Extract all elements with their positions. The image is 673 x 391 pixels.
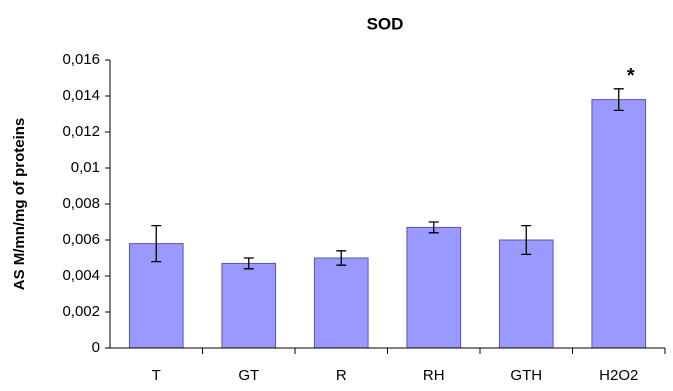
error-bar <box>336 250 347 266</box>
x-tick-label: GTH <box>510 367 542 384</box>
y-tick-label: 0,01 <box>71 159 100 176</box>
error-bar <box>521 224 532 256</box>
bar <box>591 99 647 349</box>
bar <box>221 262 277 349</box>
y-tick-label: 0,008 <box>62 195 100 212</box>
y-tick-label: 0 <box>92 339 100 356</box>
x-tick-label: RH <box>423 367 445 384</box>
y-tick-label: 0,012 <box>62 123 100 140</box>
x-tick-label: T <box>152 367 161 384</box>
error-bar <box>151 224 162 263</box>
x-tick-label: H2O2 <box>599 367 638 384</box>
chart-title: SOD <box>367 14 404 33</box>
error-bar <box>243 257 254 270</box>
x-tick-label: GT <box>238 367 259 384</box>
y-axis-label: AS M/mn/mg of proteins <box>11 118 28 291</box>
y-tick-label: 0,002 <box>62 303 100 320</box>
y-tick-label: 0,004 <box>62 267 100 284</box>
y-tick-label: 0,014 <box>62 87 100 104</box>
bar <box>498 239 554 349</box>
y-tick-label: 0,006 <box>62 231 100 248</box>
y-tick-label: 0,016 <box>62 51 100 68</box>
x-tick-label: R <box>336 367 347 384</box>
error-bar <box>428 221 439 234</box>
annotation: * <box>627 65 635 87</box>
bar <box>406 226 462 349</box>
error-bar <box>613 88 624 112</box>
bar <box>313 257 369 349</box>
